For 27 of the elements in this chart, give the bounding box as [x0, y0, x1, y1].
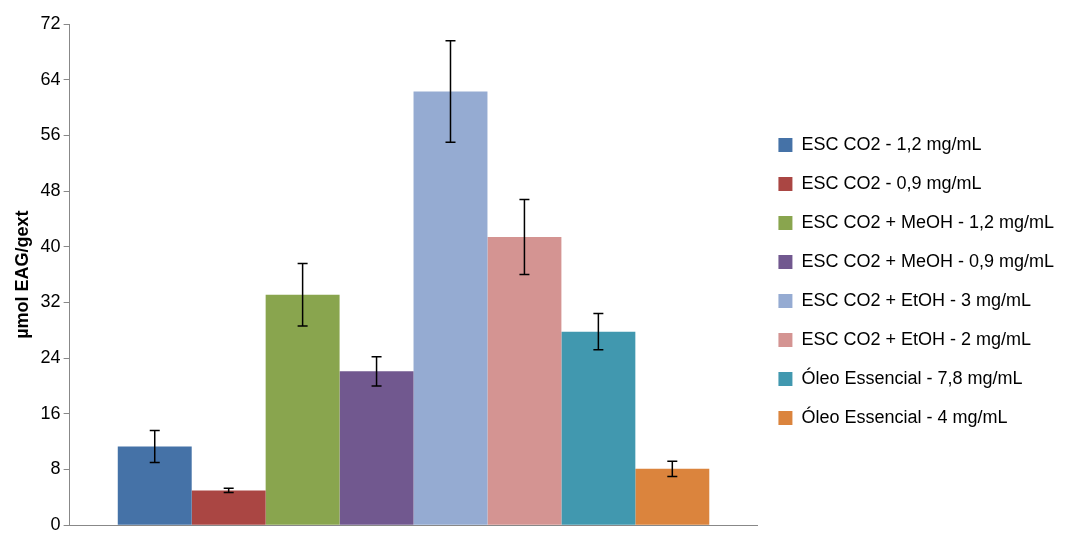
- legend-label: ESC CO2 + EtOH - 2 mg/mL: [801, 328, 1031, 349]
- y-tick-label: 40: [40, 235, 61, 256]
- bar: [339, 371, 414, 525]
- bar: [561, 331, 636, 525]
- legend-label: ESC CO2 - 0,9 mg/mL: [801, 172, 982, 193]
- bar: [265, 294, 340, 525]
- y-tick-label: 0: [50, 514, 61, 535]
- y-tick-label: 56: [40, 124, 61, 145]
- y-tick-label: 32: [40, 291, 61, 312]
- y-tick-label: 48: [40, 180, 61, 201]
- y-tick-label: 24: [40, 347, 61, 368]
- legend-label: Óleo Essencial - 4 mg/mL: [801, 405, 1008, 427]
- y-tick-label: 72: [40, 12, 61, 33]
- y-axis-title: µmol EAG/gext: [11, 210, 32, 339]
- y-tick-label: 16: [40, 402, 61, 423]
- legend-label: Óleo Essencial - 7,8 mg/mL: [801, 366, 1023, 388]
- y-tick-label: 64: [40, 68, 61, 89]
- y-tick-label: 8: [50, 458, 61, 479]
- legend-label: ESC CO2 - 1,2 mg/mL: [801, 133, 982, 154]
- bar: [413, 91, 488, 525]
- legend-label: ESC CO2 + MeOH - 0,9 mg/mL: [801, 250, 1055, 271]
- bar: [635, 468, 710, 525]
- legend-label: ESC CO2 + EtOH - 3 mg/mL: [801, 289, 1031, 310]
- bar: [191, 490, 266, 525]
- legend-label: ESC CO2 + MeOH - 1,2 mg/mL: [801, 211, 1055, 232]
- bar: [117, 446, 192, 525]
- bar: [487, 237, 562, 525]
